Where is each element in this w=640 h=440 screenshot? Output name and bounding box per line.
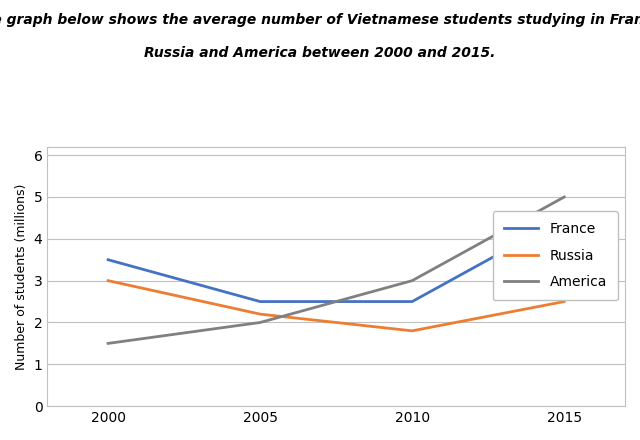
Russia (408, 328, 416, 334)
Line: America: America (108, 197, 564, 343)
Russia (256, 312, 264, 317)
Line: France: France (108, 218, 564, 301)
France (256, 299, 264, 304)
Russia (104, 278, 112, 283)
France (561, 215, 568, 220)
Russia (561, 299, 568, 304)
Legend: France, Russia, America: France, Russia, America (493, 211, 618, 301)
France (104, 257, 112, 262)
Text: The graph below shows the average number of Vietnamese students studying in Fran: The graph below shows the average number… (0, 13, 640, 59)
Y-axis label: Number of students (millions): Number of students (millions) (15, 183, 28, 370)
America (408, 278, 416, 283)
America (561, 194, 568, 200)
America (256, 320, 264, 325)
Line: Russia: Russia (108, 281, 564, 331)
America (104, 341, 112, 346)
France (408, 299, 416, 304)
